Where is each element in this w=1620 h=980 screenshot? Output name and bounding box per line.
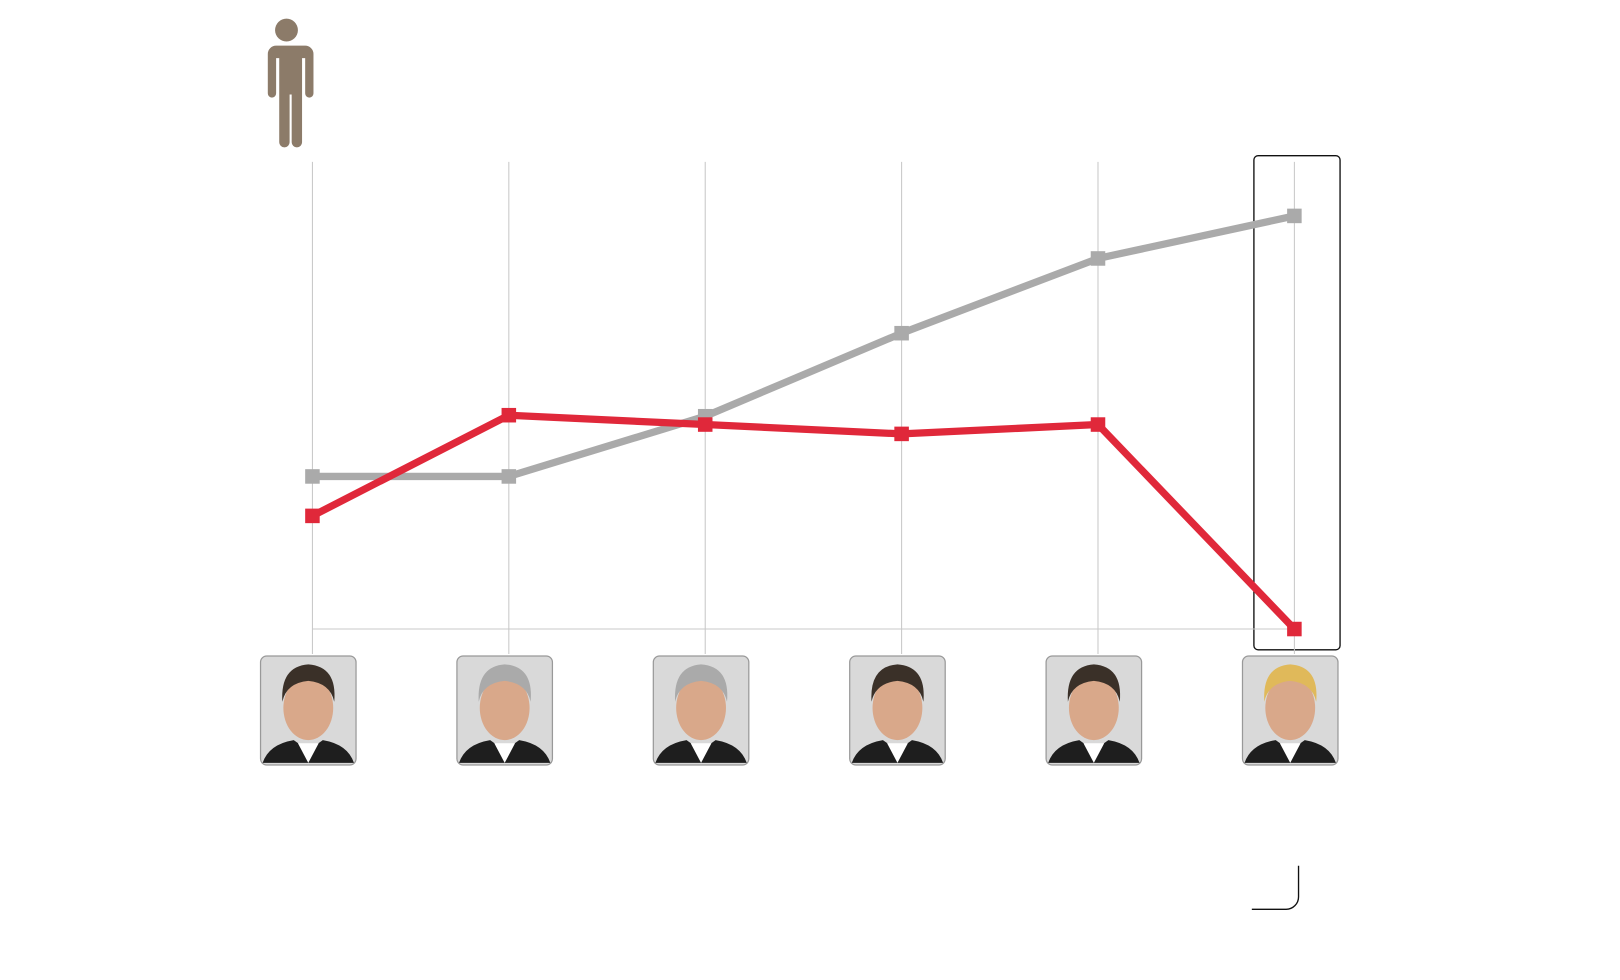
data-point xyxy=(894,426,909,442)
data-point xyxy=(501,407,517,423)
portrait xyxy=(456,655,554,766)
portrait-face xyxy=(283,675,334,741)
data-point xyxy=(305,508,320,524)
portrait-hair xyxy=(478,664,531,702)
series-line xyxy=(312,212,1296,481)
portrait xyxy=(849,655,946,766)
data-point xyxy=(1090,417,1106,432)
portrait-face xyxy=(479,675,530,741)
portrait-face xyxy=(1068,675,1119,741)
chart-area xyxy=(259,18,1341,910)
portrait xyxy=(652,655,750,766)
portrait-hair xyxy=(871,664,924,702)
data-point xyxy=(1287,621,1302,637)
portrait-hair xyxy=(674,664,728,702)
data-point xyxy=(1090,251,1106,266)
portrait-hair xyxy=(1264,664,1317,702)
portrait xyxy=(1241,655,1339,766)
portrait xyxy=(259,655,357,766)
person-icon xyxy=(267,18,314,148)
portrait-shirt xyxy=(1279,743,1301,763)
corner-bracket xyxy=(1251,865,1300,910)
data-point xyxy=(501,469,517,484)
highlight-box xyxy=(1253,155,1341,651)
portrait-shirt xyxy=(887,743,908,763)
portrait-shirt xyxy=(1083,743,1105,763)
portrait-shirt xyxy=(690,743,712,763)
portrait-shirt xyxy=(297,743,319,763)
portrait-face xyxy=(676,675,726,741)
portrait xyxy=(1045,655,1143,766)
portrait-hair xyxy=(1067,664,1121,702)
data-point xyxy=(894,325,909,341)
portrait-face xyxy=(1265,675,1316,741)
series-line xyxy=(310,411,1298,632)
data-point xyxy=(697,417,713,432)
portrait-face xyxy=(872,675,923,741)
portrait-hair xyxy=(282,664,335,702)
data-point xyxy=(1287,208,1302,224)
data-point xyxy=(305,469,320,484)
portrait-shirt xyxy=(494,743,516,763)
